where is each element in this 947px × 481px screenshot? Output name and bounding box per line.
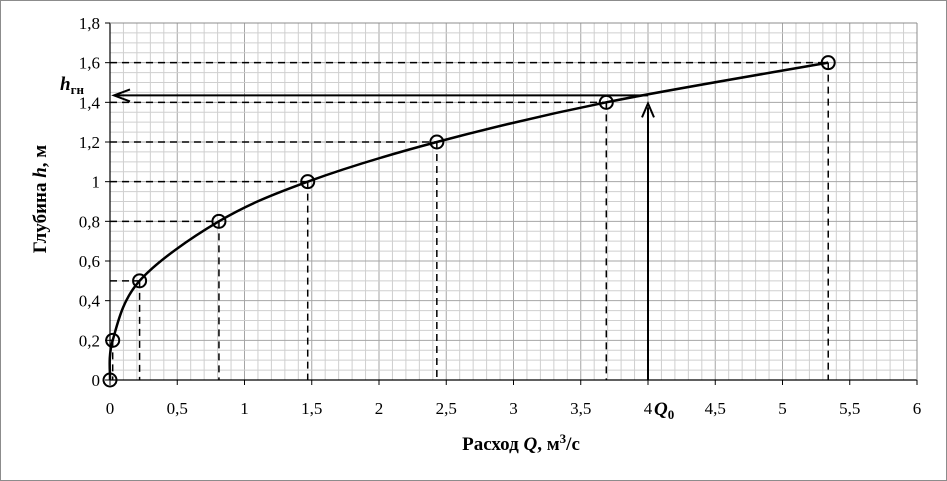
y-axis-title-unit: , м <box>30 145 51 168</box>
data-point <box>820 55 836 71</box>
x-tick-label: 2 <box>375 399 384 418</box>
q0-arrow-head <box>641 100 655 118</box>
x-axis-title: Расход Q, м3/с <box>462 431 580 455</box>
x-tick-label: 4 <box>644 399 653 418</box>
data-point <box>105 332 121 348</box>
x-tick-label: 3 <box>509 399 518 418</box>
x-axis-title-variable: Q <box>523 434 537 455</box>
y-tick-label: 0,6 <box>79 252 100 271</box>
y-tick-label: 1,8 <box>79 14 100 33</box>
arrows <box>111 88 655 380</box>
data-point <box>429 134 445 150</box>
q0-label-main: Q <box>654 399 668 420</box>
x-tick-label: 5 <box>778 399 787 418</box>
y-axis-title-variable: h <box>30 167 51 178</box>
y-tick-label: 1,6 <box>79 54 100 73</box>
x-tick-labels: 0 0,5 1 1,5 2 2,5 3 3,5 4 4,5 5 5,5 6 <box>106 399 922 418</box>
y-axis-title-prefix: Глубина <box>30 178 51 254</box>
x-tick-label: 0,5 <box>167 399 188 418</box>
h-gn-label: hгн <box>60 74 84 97</box>
y-tick-labels: 0 0,2 0,4 0,6 0,8 1 1,2 1,4 1,6 1,8 <box>79 14 101 390</box>
drop-lines <box>110 61 829 380</box>
h-gn-label-sub: гн <box>71 82 85 97</box>
y-tick-label: 0,2 <box>79 331 100 350</box>
grid <box>110 23 917 380</box>
y-tick-label: 0,8 <box>79 212 100 231</box>
y-tick-label: 1,2 <box>79 133 100 152</box>
axes <box>105 22 918 385</box>
curve <box>108 61 829 381</box>
x-tick-label: 1 <box>240 399 249 418</box>
x-axis-title-prefix: Расход <box>462 434 523 455</box>
x-tick-label: 6 <box>913 399 922 418</box>
data-point <box>102 372 118 388</box>
x-axis-title-tail: /с <box>565 434 580 455</box>
y-axis-title: Глубина h, м <box>30 145 51 254</box>
h-gn-label-main: h <box>60 74 71 95</box>
series-line <box>108 61 829 381</box>
data-point <box>132 273 148 289</box>
x-axis-title-superscript: 3 <box>560 431 567 446</box>
x-tick-label: 1,5 <box>301 399 322 418</box>
x-tick-label: 5,5 <box>839 399 860 418</box>
y-tick-label: 1 <box>92 173 101 192</box>
data-point <box>211 213 227 229</box>
x-tick-label: 4,5 <box>705 399 726 418</box>
x-tick-label: 2,5 <box>436 399 457 418</box>
x-axis-title-unit: , м <box>537 434 560 455</box>
x-tick-label: 0 <box>106 399 115 418</box>
y-tick-label: 1,4 <box>79 93 101 112</box>
q0-label: Q0 <box>654 399 674 422</box>
h-gn-arrow-head <box>111 88 131 103</box>
x-tick-label: 3,5 <box>570 399 591 418</box>
q0-label-sub: 0 <box>668 407 675 422</box>
data-point <box>300 174 316 190</box>
y-tick-label: 0 <box>92 371 101 390</box>
y-tick-label: 0,4 <box>79 292 101 311</box>
